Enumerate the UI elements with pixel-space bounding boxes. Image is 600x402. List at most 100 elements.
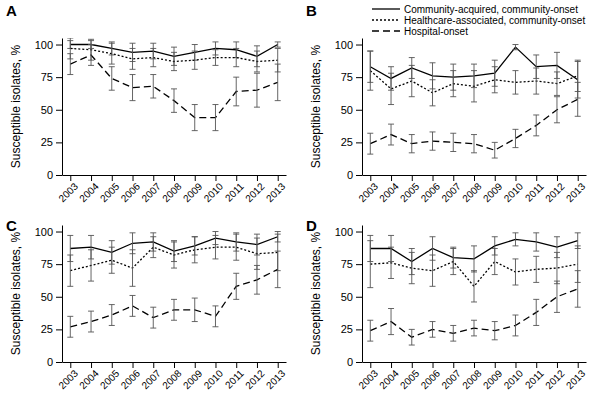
- x-tick-label: 2013: [564, 180, 588, 204]
- error-bar-cap: [512, 147, 518, 148]
- error-bar-cap: [533, 232, 539, 233]
- error-bar-stem: [474, 320, 475, 336]
- error-bar-cap: [212, 231, 218, 232]
- error-bar-cap: [409, 283, 415, 284]
- error-bar-cap: [67, 235, 73, 236]
- x-tick: 2006: [119, 362, 143, 391]
- error-bar-stem: [70, 255, 71, 286]
- error-bar-cap: [367, 51, 373, 52]
- x-tick-mark: [112, 362, 113, 368]
- error-bar: [130, 48, 136, 69]
- error-bar-cap: [409, 252, 415, 253]
- error-bar-cap: [512, 335, 518, 336]
- x-tick-mark: [174, 362, 175, 368]
- error-bar-cap: [109, 325, 115, 326]
- x-tick: 2012: [543, 362, 567, 391]
- x-tick-label: 2005: [98, 367, 122, 391]
- error-bar-cap: [150, 98, 156, 99]
- error-bar-cap: [430, 255, 436, 256]
- y-tick: 75: [41, 258, 62, 270]
- error-bar: [575, 82, 581, 116]
- error-bar-cap: [409, 57, 415, 58]
- error-bar-stem: [536, 233, 537, 251]
- error-bar: [275, 251, 281, 288]
- error-bar: [430, 132, 436, 150]
- error-bar-cap: [275, 47, 281, 48]
- error-bar-stem: [236, 48, 237, 66]
- error-bar-cap: [367, 320, 373, 321]
- x-tick-label: 2007: [439, 367, 463, 391]
- error-bar-stem: [556, 97, 557, 123]
- error-bar: [492, 322, 498, 340]
- error-bar-cap: [192, 51, 198, 52]
- x-tick-label: 2003: [56, 367, 80, 391]
- error-bar: [212, 105, 218, 131]
- x-axis: 2003200420052006200720082009201020112012…: [56, 175, 287, 204]
- x-tick-label: 2012: [543, 180, 567, 204]
- error-bar-cap: [367, 133, 373, 134]
- error-bar-cap: [409, 65, 415, 66]
- error-bar-cap: [533, 299, 539, 300]
- error-bar-cap: [212, 258, 218, 259]
- error-bar-cap: [212, 130, 218, 131]
- error-bar-cap: [492, 158, 498, 159]
- x-tick: 2007: [139, 362, 163, 391]
- y-tick-label: 75: [341, 258, 353, 270]
- x-tick: 2003: [356, 175, 380, 204]
- error-bar-cap: [409, 329, 415, 330]
- error-bar-stem: [432, 255, 433, 286]
- y-tick-label: 50: [341, 291, 353, 303]
- error-bar-cap: [554, 312, 560, 313]
- y-tick: 100: [335, 39, 362, 51]
- error-bar: [192, 51, 198, 69]
- error-bar-cap: [512, 49, 518, 50]
- error-bar: [430, 80, 436, 106]
- series-line: [70, 269, 277, 326]
- y-axis-title: Susceptible isolates, %: [309, 231, 323, 355]
- error-bar-cap: [109, 240, 115, 241]
- error-bar-cap: [554, 71, 560, 72]
- error-bar: [130, 250, 136, 287]
- x-tick: 2006: [119, 175, 143, 204]
- error-bar: [275, 64, 281, 101]
- error-bar: [533, 115, 539, 136]
- error-bar-cap: [450, 341, 456, 342]
- y-tick-label: 100: [335, 226, 353, 238]
- error-bar-cap: [150, 48, 156, 49]
- x-tick-mark: [215, 362, 216, 368]
- error-bar-cap: [471, 134, 477, 135]
- error-bar-cap: [171, 112, 177, 113]
- y-tick-label: 75: [341, 71, 353, 83]
- error-bar-cap: [430, 131, 436, 132]
- error-bar-stem: [453, 71, 454, 97]
- error-bar-cap: [150, 66, 156, 67]
- y-tick-label: 25: [341, 136, 353, 148]
- error-bar-cap: [275, 48, 281, 49]
- error-bar-cap: [130, 43, 136, 44]
- x-tick: 2003: [56, 175, 80, 204]
- error-bar: [492, 67, 498, 93]
- error-bar: [254, 265, 260, 294]
- x-tick: 2004: [77, 175, 101, 204]
- plot-area: [367, 233, 580, 345]
- error-bar-cap: [367, 51, 373, 52]
- x-tick: 2004: [377, 175, 401, 204]
- error-bar-stem: [494, 322, 495, 340]
- x-tick-mark: [474, 175, 475, 181]
- error-bar: [409, 329, 415, 345]
- error-bar: [150, 48, 156, 66]
- y-tick-mark: [356, 110, 362, 111]
- error-bar-stem: [111, 305, 112, 326]
- error-bar: [430, 255, 436, 286]
- x-tick: 2012: [243, 175, 267, 204]
- y-tick-mark: [356, 142, 362, 143]
- error-bar: [575, 271, 581, 308]
- error-bar-cap: [430, 105, 436, 106]
- error-bar-cap: [192, 44, 198, 45]
- legend-swatch: [372, 8, 400, 9]
- x-tick-mark: [578, 362, 579, 368]
- y-tick-label: 25: [341, 323, 353, 335]
- y-tick-label: 0: [47, 356, 53, 368]
- error-bar-cap: [492, 60, 498, 61]
- x-tick-label: 2005: [98, 180, 122, 204]
